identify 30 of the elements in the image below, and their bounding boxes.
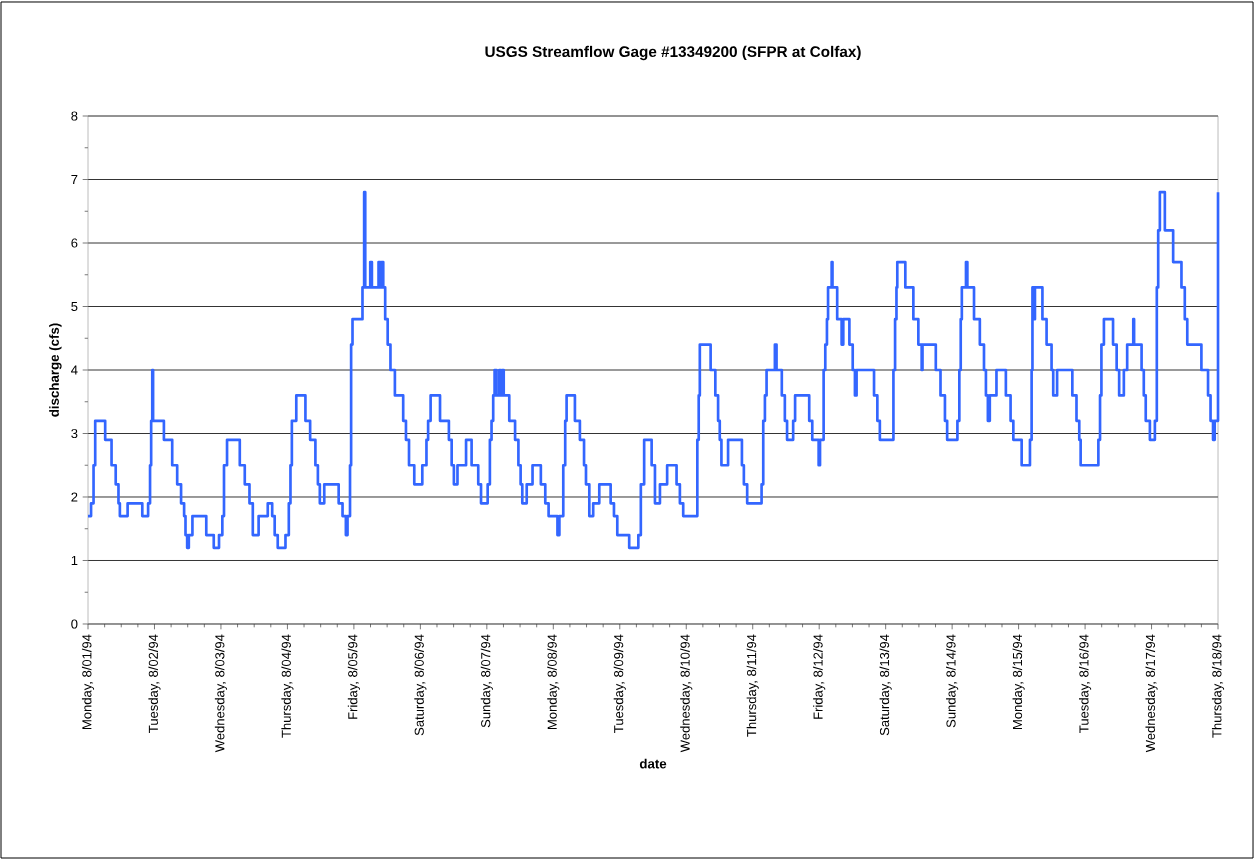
- x-tick-label: Monday, 8/08/94: [547, 634, 560, 729]
- x-tick-label: Tuesday, 8/16/94: [1079, 634, 1092, 733]
- y-tick-label: 7: [71, 175, 78, 184]
- x-tick-label: Saturday, 8/13/94: [879, 634, 892, 736]
- chart-title: USGS Streamflow Gage #13349200 (SFPR at Colfax): [485, 45, 861, 61]
- x-tick-label: Thursday, 8/11/94: [746, 634, 759, 737]
- x-tick-label: Sunday, 8/07/94: [480, 634, 493, 728]
- x-tick-label: Wednesday, 8/10/94: [680, 634, 693, 753]
- x-tick-label: Monday, 8/15/94: [1012, 634, 1025, 729]
- y-tick-label: 8: [71, 111, 78, 121]
- x-tick-label: Friday, 8/12/94: [813, 634, 826, 719]
- x-tick-label: Saturday, 8/06/94: [414, 634, 427, 736]
- x-tick-label: Sunday, 8/14/94: [946, 634, 959, 728]
- y-tick-label: 5: [71, 301, 78, 312]
- x-tick-label: Tuesday, 8/02/94: [148, 634, 161, 733]
- x-tick-label: Tuesday, 8/09/94: [613, 634, 626, 733]
- y-tick-label: 4: [71, 365, 78, 375]
- y-tick-label: 3: [71, 428, 78, 439]
- x-tick-label: Wednesday, 8/17/94: [1145, 634, 1158, 753]
- y-tick-label: 6: [71, 238, 78, 248]
- x-tick-label: Friday, 8/05/94: [347, 634, 360, 719]
- x-tick-label: Thursday, 8/18/94: [1211, 634, 1225, 738]
- y-tick-label: 1: [71, 556, 78, 565]
- x-tick-label: Thursday, 8/04/94: [281, 634, 294, 738]
- y-axis-title: discharge (cfs): [49, 323, 62, 417]
- x-tick-label: Wednesday, 8/03/94: [214, 634, 228, 753]
- y-tick-label: 0: [71, 619, 78, 629]
- y-tick-label: 2: [71, 492, 78, 502]
- x-axis-title: date: [639, 758, 667, 769]
- x-tick-label: Monday, 8/01/94: [81, 634, 95, 729]
